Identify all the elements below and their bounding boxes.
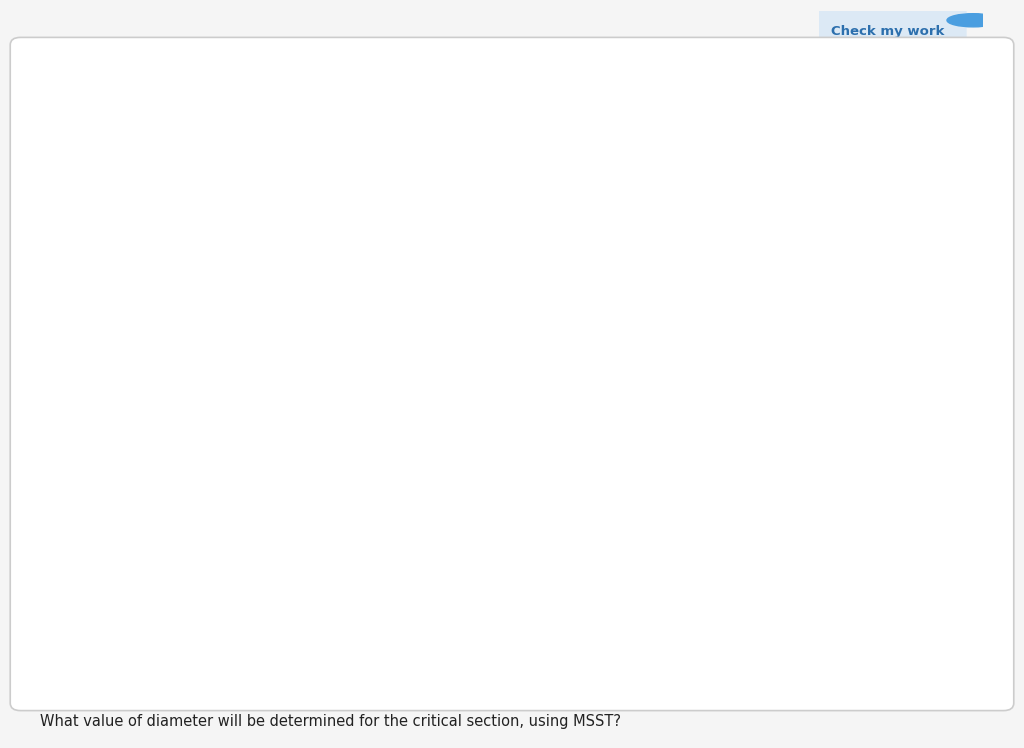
FancyBboxPatch shape [811, 9, 967, 55]
FancyBboxPatch shape [497, 393, 537, 453]
Circle shape [570, 421, 584, 432]
Text: 6-in D.: 6-in D. [251, 343, 290, 355]
Text: $F_{B1}$: $F_{B1}$ [135, 138, 159, 157]
Text: = 431.714 lb.: = 431.714 lb. [607, 138, 707, 153]
Text: $F_{B2}$: $F_{B2}$ [256, 138, 279, 157]
Text: FB1: FB1 [201, 313, 227, 325]
Text: NOTE: This is a multi-part question. Once an answer is submitted, you will be un: NOTE: This is a multi-part question. Onc… [40, 180, 822, 194]
Circle shape [947, 13, 999, 27]
Ellipse shape [393, 413, 410, 432]
Text: = 55 lb,: = 55 lb, [306, 138, 369, 153]
Circle shape [115, 414, 126, 423]
Text: 3: 3 [970, 15, 977, 25]
Circle shape [115, 444, 126, 453]
Text: 6 in: 6 in [417, 453, 438, 465]
Text: Check my work: Check my work [831, 25, 945, 38]
Text: FC1: FC1 [410, 373, 436, 386]
Text: A: A [111, 475, 120, 488]
FancyBboxPatch shape [100, 404, 145, 468]
Circle shape [519, 404, 528, 411]
Bar [145, 414, 542, 431]
Text: C: C [372, 423, 381, 437]
Ellipse shape [374, 389, 429, 456]
Text: = 64.977 lb, and: = 64.977 lb, and [418, 138, 545, 153]
Text: 8-in D.: 8-in D. [221, 485, 260, 497]
Text: The value of: The value of [40, 138, 135, 153]
Circle shape [519, 434, 528, 441]
Text: FB2: FB2 [273, 337, 301, 349]
Text: D: D [537, 412, 547, 426]
Polygon shape [517, 370, 587, 445]
Circle shape [570, 380, 584, 390]
Text: 8 in: 8 in [139, 494, 162, 506]
Text: $F_{C2}$: $F_{C2}$ [558, 138, 581, 157]
Text: B: B [221, 481, 230, 494]
Text: = 330 lb,: = 330 lb, [185, 138, 257, 153]
Text: y: y [103, 331, 111, 344]
Ellipse shape [188, 374, 273, 471]
Text: $F_{C1}$: $F_{C1}$ [370, 138, 392, 157]
Text: What value of diameter will be determined for the critical section, using MSST?: What value of diameter will be determine… [40, 714, 622, 729]
Ellipse shape [218, 408, 244, 438]
Text: z: z [67, 475, 74, 488]
Text: 8 in: 8 in [245, 488, 267, 501]
Text: FC2: FC2 [428, 349, 455, 361]
Text: x: x [526, 322, 535, 334]
Text: The figure shows a shaft mounted in bearings at A and D and having pulleys at B : The figure shows a shaft mounted in bear… [40, 56, 810, 106]
